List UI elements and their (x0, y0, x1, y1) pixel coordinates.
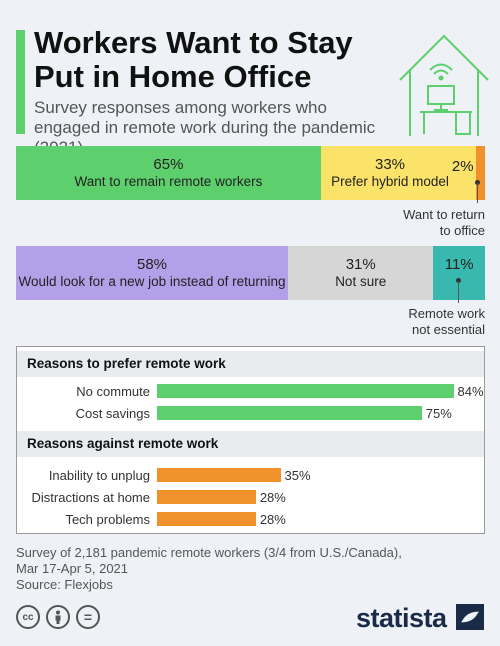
pro-remote-label: Cost savings (75, 406, 150, 421)
statista-logo-mark (456, 604, 484, 630)
office-callout: Want to return to office (380, 207, 485, 239)
no-derivatives-icon[interactable]: = (76, 605, 100, 629)
segment-office-value-holder: 2% (452, 146, 476, 200)
creative-commons-icon[interactable]: cc (16, 605, 40, 629)
against-remote-value: 35% (284, 468, 311, 483)
title-accent-bar (16, 30, 25, 134)
segment-not-essential-value: 11% (444, 256, 474, 273)
pro-remote-bar (157, 406, 422, 420)
against-remote-bar (157, 468, 281, 482)
attribution-icon[interactable] (46, 605, 70, 629)
segment-new-job-value: 58% (136, 256, 168, 273)
license-icons: cc = (16, 605, 100, 629)
segment-remain-remote-value: 65% (153, 156, 184, 173)
office-callout-line1: Want to return (403, 207, 485, 222)
statista-logo[interactable]: statista (356, 603, 447, 633)
against-remote-value: 28% (259, 490, 286, 505)
office-callout-line2: to office (439, 223, 485, 238)
against-remote-heading: Reasons against remote work (17, 431, 484, 457)
against-remote-label: Tech problems (65, 512, 150, 527)
against-remote-label: Inability to unplug (48, 468, 150, 483)
segment-hybrid-label: Prefer hybrid model (331, 174, 449, 189)
pro-remote-bar (157, 384, 454, 398)
segment-not-sure-label: Not sure (335, 274, 387, 289)
essential-callout: Remote work not essential (380, 306, 485, 338)
pro-remote-label: No commute (76, 384, 150, 399)
pro-remote-heading: Reasons to prefer remote work (17, 351, 484, 377)
essential-callout-line2: not essential (412, 322, 485, 337)
source-note: Survey of 2,181 pandemic remote workers … (16, 545, 416, 593)
office-callout-line (477, 183, 478, 203)
segment-office-value: 2% (451, 158, 474, 175)
against-remote-label: Distractions at home (31, 490, 151, 505)
segment-hybrid: 33% Prefer hybrid model (320, 146, 460, 200)
segment-return-office (475, 146, 485, 200)
segment-not-sure-value: 31% (345, 256, 376, 273)
essential-callout-line1: Remote work (408, 306, 485, 321)
remote-preference-stacked-bar: 65% Want to remain remote workers 33% Pr… (16, 146, 485, 200)
office-callout-dot (475, 180, 480, 185)
essential-callout-dot (456, 278, 461, 283)
no-return-stacked-bar: 58% Would look for a new job instead of … (16, 246, 485, 300)
pro-remote-value: 75% (425, 406, 452, 421)
segment-not-sure: 31% Not sure (288, 246, 434, 300)
source-line-1: Survey of 2,181 pandemic remote workers … (16, 545, 402, 560)
segment-new-job-label: Would look for a new job instead of retu… (18, 274, 286, 289)
segment-remain-remote-label: Want to remain remote workers (74, 174, 263, 189)
source-line-2: Mar 17-Apr 5, 2021 (16, 561, 129, 576)
segment-new-job: 58% Would look for a new job instead of … (16, 246, 289, 300)
reasons-panel: Reasons to prefer remote work No commute… (16, 346, 485, 534)
against-remote-bar (157, 490, 256, 504)
source-line-3: Source: Flexjobs (16, 577, 113, 592)
essential-callout-line (458, 281, 459, 303)
against-remote-value: 28% (259, 512, 286, 527)
segment-hybrid-value: 33% (375, 156, 406, 173)
home-office-icon (399, 34, 489, 136)
segment-remain-remote: 65% Want to remain remote workers (16, 146, 321, 200)
chart-title: Workers Want to Stay Put in Home Office (34, 25, 353, 94)
pro-remote-value: 84% (457, 384, 484, 399)
segment-not-essential: 11% (433, 246, 485, 300)
against-remote-bar (157, 512, 256, 526)
